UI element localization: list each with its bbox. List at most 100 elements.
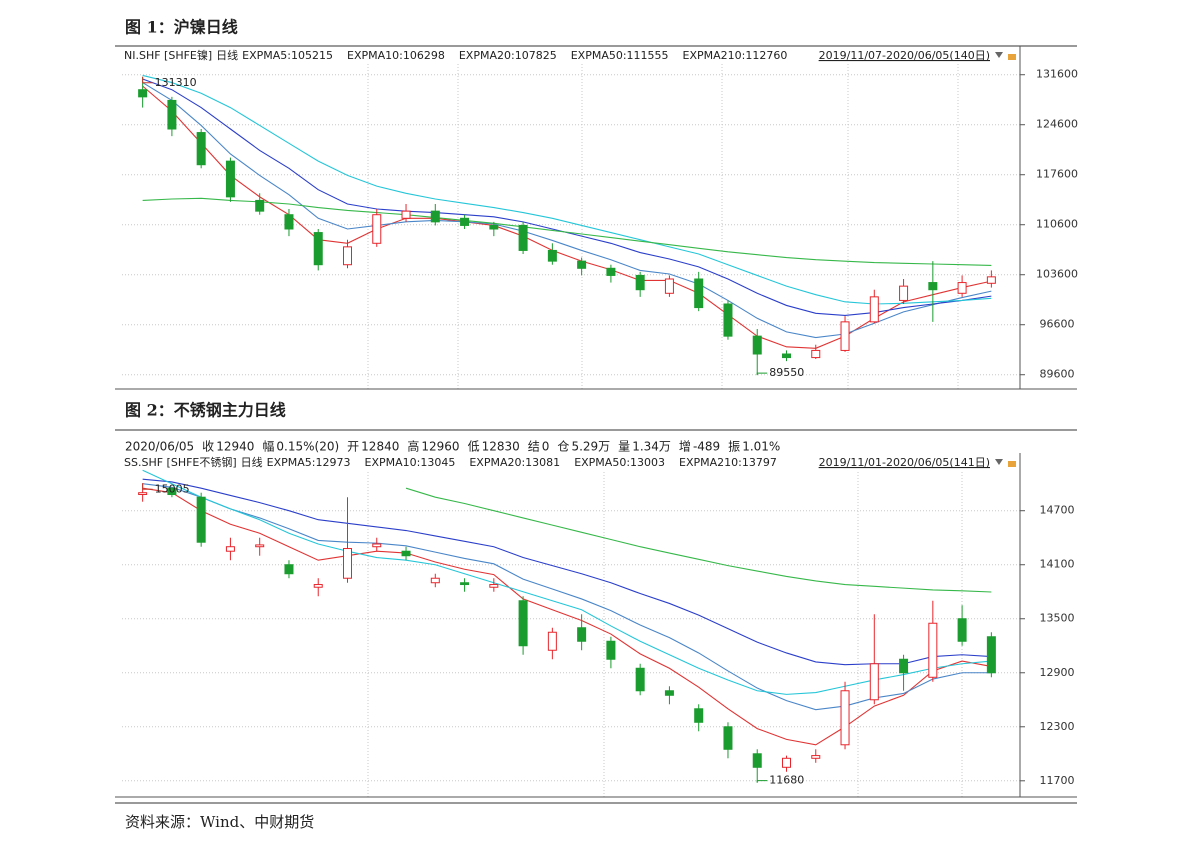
y-tick-label: 14100: [1040, 558, 1075, 571]
ema-line: [142, 197, 992, 266]
candle-body: [577, 260, 587, 269]
label-leader: [756, 780, 768, 783]
y-tick-label: 110600: [1036, 218, 1078, 231]
y-tick-label: 117600: [1036, 168, 1078, 181]
candle-body: [957, 618, 967, 642]
candle-body: [899, 658, 909, 674]
candle-body: [840, 321, 850, 351]
ema-line: [405, 487, 992, 593]
legend-entry: EXPMA210:112760: [683, 49, 788, 62]
candle-body: [430, 577, 440, 584]
extreme-label: 11680: [769, 774, 804, 787]
candle-body: [255, 199, 265, 212]
ema-line: [142, 85, 992, 349]
info-label: 量: [618, 440, 630, 454]
candle-body: [752, 335, 762, 355]
candle-body: [928, 282, 938, 291]
legend-entry: EXPMA10:106298: [347, 49, 445, 62]
info-label: 低: [468, 440, 480, 454]
candle-body: [138, 492, 148, 496]
ema-line: [142, 487, 992, 746]
symbol: SS.SHF [SHFE不锈钢]: [124, 456, 237, 469]
candle-body: [547, 631, 557, 651]
y-tick-label: 12300: [1040, 720, 1075, 733]
legend-entry: EXPMA210:13797: [679, 456, 777, 469]
ema-line: [142, 74, 992, 305]
figure-title: 图 2：不锈钢主力日线: [125, 401, 286, 420]
label-leader: [142, 483, 153, 490]
candle-body: [401, 210, 411, 219]
candle-body: [635, 274, 645, 291]
info-label: 仓: [557, 440, 569, 454]
info-value: 0.15%(20): [276, 440, 339, 454]
lock-icon: [1008, 54, 1016, 60]
info-value: 12940: [216, 440, 254, 454]
range-label: 2019/11/07-2020/06/05(140日): [819, 49, 990, 62]
candle-body: [986, 636, 996, 674]
extreme-label: 15005: [155, 482, 190, 495]
label-leader: [756, 372, 768, 376]
ema-line: [142, 483, 992, 711]
candle-body: [782, 757, 791, 768]
candle-body: [723, 726, 733, 750]
info-value: 12830: [482, 440, 520, 454]
info-value: 0: [542, 440, 550, 454]
candle-body: [489, 584, 499, 588]
lock-icon: [1008, 461, 1016, 467]
candle-body: [372, 214, 382, 244]
candle-body: [313, 232, 323, 266]
candle-body: [460, 582, 470, 586]
range-icon: [995, 459, 1003, 465]
candle-body: [957, 282, 967, 294]
candle-body: [372, 543, 382, 548]
candle-body: [664, 690, 674, 696]
legend-entry: EXPMA10:13045: [365, 456, 456, 469]
info-label: 幅: [262, 439, 274, 454]
candle-body: [196, 132, 206, 166]
candle-body: [606, 267, 616, 276]
ema-line: [142, 82, 992, 339]
source: 资料来源：Wind、中财期货: [125, 813, 314, 831]
candle-body: [752, 753, 762, 768]
candle-body: [869, 296, 879, 323]
candle-body: [840, 690, 850, 746]
candle-body: [167, 487, 177, 496]
extreme-label: 89550: [769, 366, 804, 379]
info-label: 开: [347, 440, 359, 454]
extreme-label: 131310: [155, 76, 197, 89]
candle-body: [489, 224, 499, 230]
legend-entry: EXPMA20:13081: [469, 456, 560, 469]
range-icon: [995, 52, 1003, 58]
info-value: 5.29万: [571, 440, 610, 454]
y-tick-label: 89600: [1040, 368, 1075, 381]
candle-body: [723, 303, 733, 337]
info-value: 12840: [361, 440, 399, 454]
candle-body: [167, 99, 177, 130]
period: 日线: [241, 455, 263, 469]
candle-body: [430, 210, 440, 223]
info-label: 高: [407, 439, 419, 454]
candle-body: [196, 496, 206, 543]
candle-body: [635, 667, 645, 692]
legend-entry: EXPMA5:105215: [242, 49, 333, 62]
candle-body: [664, 278, 674, 294]
candle-body: [225, 160, 235, 198]
label-leader: [142, 76, 153, 84]
candle-body: [694, 708, 704, 723]
y-tick-label: 14700: [1040, 504, 1075, 517]
info-value: -489: [693, 440, 720, 454]
legend-entry: EXPMA50:13003: [574, 456, 665, 469]
y-tick-label: 131600: [1036, 68, 1078, 81]
legend-entry: EXPMA20:107825: [459, 49, 557, 62]
info-value: 1.01%: [742, 440, 780, 454]
info-label: 增: [679, 440, 691, 454]
candle-body: [343, 548, 352, 579]
y-tick-label: 12900: [1040, 666, 1075, 679]
info-value: 1.34万: [632, 440, 671, 454]
candle-body: [811, 755, 821, 759]
candle-body: [811, 349, 821, 359]
range-label: 2019/11/01-2020/06/05(141日): [819, 456, 990, 469]
candle-body: [255, 544, 265, 548]
